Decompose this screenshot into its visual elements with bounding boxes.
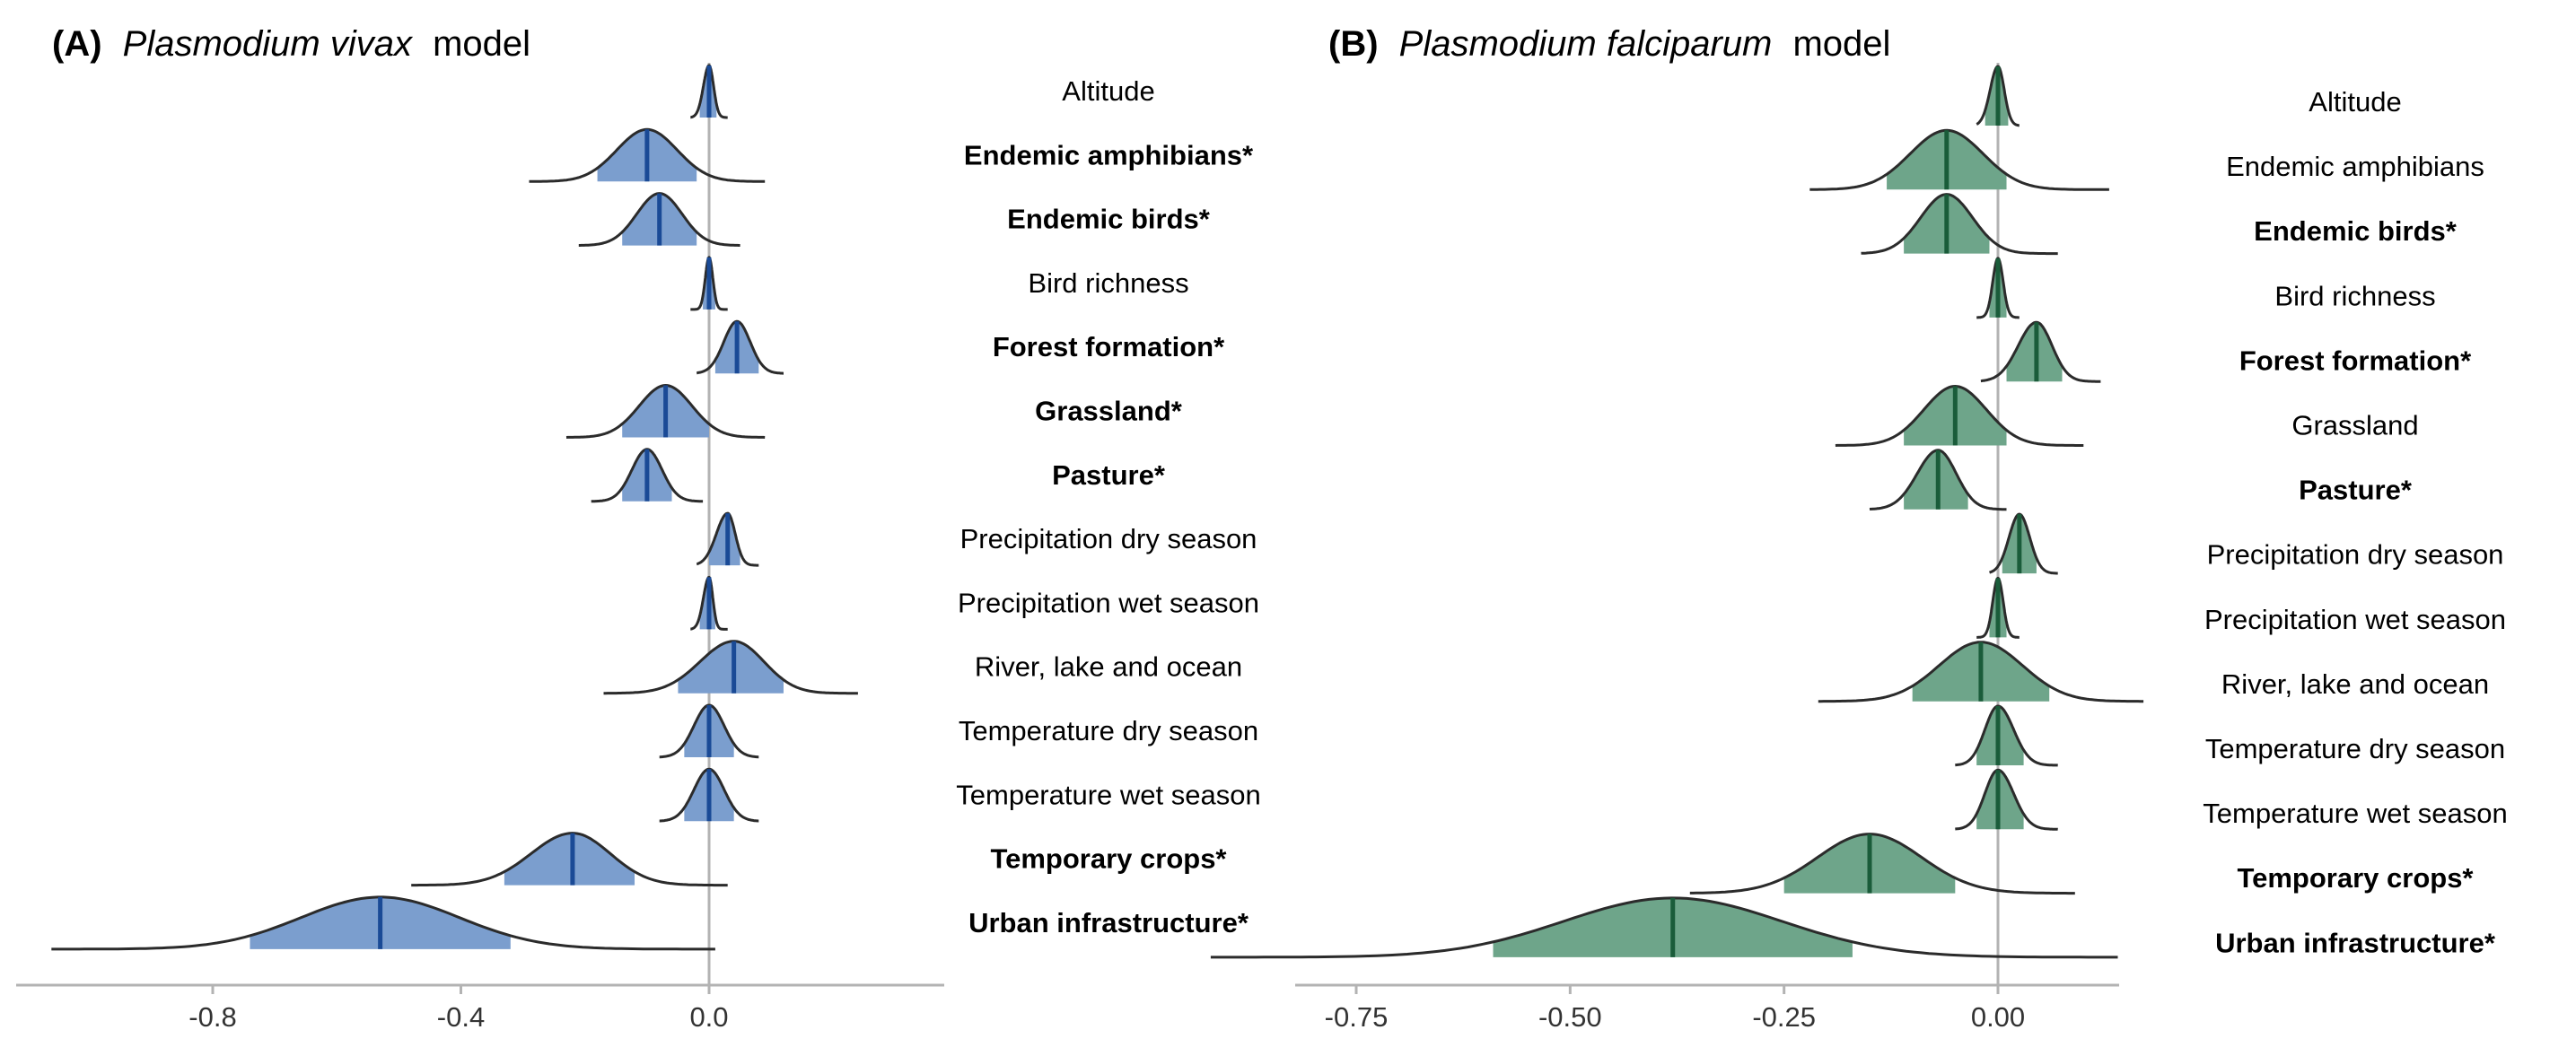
panel-b-label-precipitation-wet-season: Precipitation wet season bbox=[2204, 604, 2506, 635]
panel-b-label-river-lake-and-ocean: River, lake and ocean bbox=[2221, 668, 2489, 700]
panel-b-label: (B) bbox=[1328, 24, 1379, 64]
panel-b-tick-label: -0.50 bbox=[1538, 1001, 1602, 1033]
panel-a-tick-label: -0.4 bbox=[437, 1001, 485, 1033]
panel-a-label-pasture: Pasture* bbox=[1052, 459, 1166, 491]
panel-a-ridge-forest-formation-density bbox=[697, 319, 784, 375]
panel-a-tick-label: -0.8 bbox=[188, 1001, 236, 1033]
panel-a-label-urban-infrastructure: Urban infrastructure* bbox=[968, 907, 1249, 938]
panel-a-title-suffix: model bbox=[433, 24, 530, 64]
panel-b-tick-label: 0.00 bbox=[1971, 1001, 2025, 1033]
panel-a-title: (A) Plasmodium vivax model bbox=[52, 24, 530, 64]
panel-a-label-precipitation-wet-season: Precipitation wet season bbox=[958, 587, 1259, 618]
panel-b-species: Plasmodium falciparum bbox=[1399, 24, 1773, 64]
panel-b-label-forest-formation: Forest formation* bbox=[2239, 345, 2472, 376]
panel-b-tick-label: -0.75 bbox=[1325, 1001, 1389, 1033]
panel-b-label-temperature-wet-season: Temperature wet season bbox=[2203, 798, 2507, 829]
panel-a-label-temperature-dry-season: Temperature dry season bbox=[959, 715, 1258, 746]
panel-b-label-temporary-crops: Temporary crops* bbox=[2237, 862, 2474, 894]
panel-a-label-endemic-birds: Endemic birds* bbox=[1007, 204, 1211, 235]
panel-b-label-grassland: Grassland bbox=[2291, 410, 2418, 441]
panel-a-label-temporary-crops: Temporary crops* bbox=[990, 843, 1227, 875]
panel-a-tick-label: 0.0 bbox=[689, 1001, 728, 1033]
panel-a-label: (A) bbox=[52, 24, 102, 64]
panel-b-ridge-forest-formation-density bbox=[1980, 320, 2101, 383]
panel-b-ridge-temperature-wet-season-density bbox=[1955, 768, 2058, 831]
panel-b-label-bird-richness: Bird richness bbox=[2274, 280, 2435, 311]
panel-b-label-temperature-dry-season: Temperature dry season bbox=[2205, 733, 2505, 764]
panel-b-label-pasture: Pasture* bbox=[2299, 475, 2413, 506]
panel-b-ridge-urban-infrastructure-density bbox=[1210, 896, 2118, 959]
panel-b-ridge-temporary-crops-density bbox=[1689, 833, 2075, 895]
panel-b-ridge-endemic-birds-density bbox=[1861, 193, 2058, 256]
panel-a-label-temperature-wet-season: Temperature wet season bbox=[956, 779, 1260, 810]
panel-a-x-axis: -0.8 -0.4 0.0 bbox=[16, 983, 944, 1033]
panel-a-label-altitude: Altitude bbox=[1062, 75, 1154, 107]
panel-b-label-endemic-amphibians: Endemic amphibians bbox=[2226, 151, 2484, 182]
panel-b-ridges bbox=[1210, 63, 2144, 985]
panel-a-ridge-river-lake-and-ocean-ci-area bbox=[678, 641, 784, 694]
panel-a: (A) Plasmodium vivax model Altitude Endem… bbox=[16, 24, 1261, 1033]
panel-a-label-bird-richness: Bird richness bbox=[1028, 267, 1188, 299]
panel-a-label-endemic-amphibians: Endemic amphibians* bbox=[964, 139, 1254, 170]
panel-a-label-forest-formation: Forest formation* bbox=[993, 331, 1225, 362]
panel-a-ridge-temporary-crops-density bbox=[411, 832, 728, 887]
panel-b-label-endemic-birds: Endemic birds* bbox=[2254, 215, 2458, 247]
panel-b-label-altitude: Altitude bbox=[2309, 86, 2401, 118]
panel-b-labels: Altitude Endemic amphibians Endemic birds*… bbox=[2203, 86, 2507, 958]
panel-b-ridge-temperature-dry-season-density bbox=[1955, 704, 2058, 767]
panel-a-label-river-lake-and-ocean: River, lake and ocean bbox=[975, 651, 1242, 683]
panel-a-label-grassland: Grassland* bbox=[1035, 396, 1183, 427]
panel-a-labels: Altitude Endemic amphibians* Endemic birds… bbox=[956, 75, 1260, 938]
panel-a-label-precipitation-dry-season: Precipitation dry season bbox=[960, 523, 1257, 554]
panel-b: (B) Plasmodium falciparum model Altitude… bbox=[1210, 24, 2508, 1033]
panel-a-ridge-temporary-crops-ci-area bbox=[504, 833, 635, 886]
panel-a-ridge-urban-infrastructure-density bbox=[51, 895, 715, 951]
panel-b-label-urban-infrastructure: Urban infrastructure* bbox=[2215, 927, 2496, 958]
panel-b-tick-label: -0.25 bbox=[1752, 1001, 1816, 1033]
panel-b-label-precipitation-dry-season: Precipitation dry season bbox=[2207, 539, 2504, 571]
panel-b-ridge-precipitation-dry-season-density bbox=[1989, 512, 2058, 575]
panel-a-species: Plasmodium vivax bbox=[123, 24, 414, 64]
panel-b-title: (B) Plasmodium falciparum model bbox=[1328, 24, 1890, 64]
panel-a-ridge-river-lake-and-ocean-density bbox=[603, 640, 858, 695]
panel-b-ridge-grassland-density bbox=[1835, 384, 2084, 447]
panel-a-ridges bbox=[51, 63, 858, 985]
panel-b-title-suffix: model bbox=[1792, 24, 1890, 64]
panel-b-ridge-endemic-amphibians-density bbox=[1809, 128, 2109, 191]
panel-b-x-axis: -0.75 -0.50 -0.25 0.00 bbox=[1295, 983, 2119, 1033]
